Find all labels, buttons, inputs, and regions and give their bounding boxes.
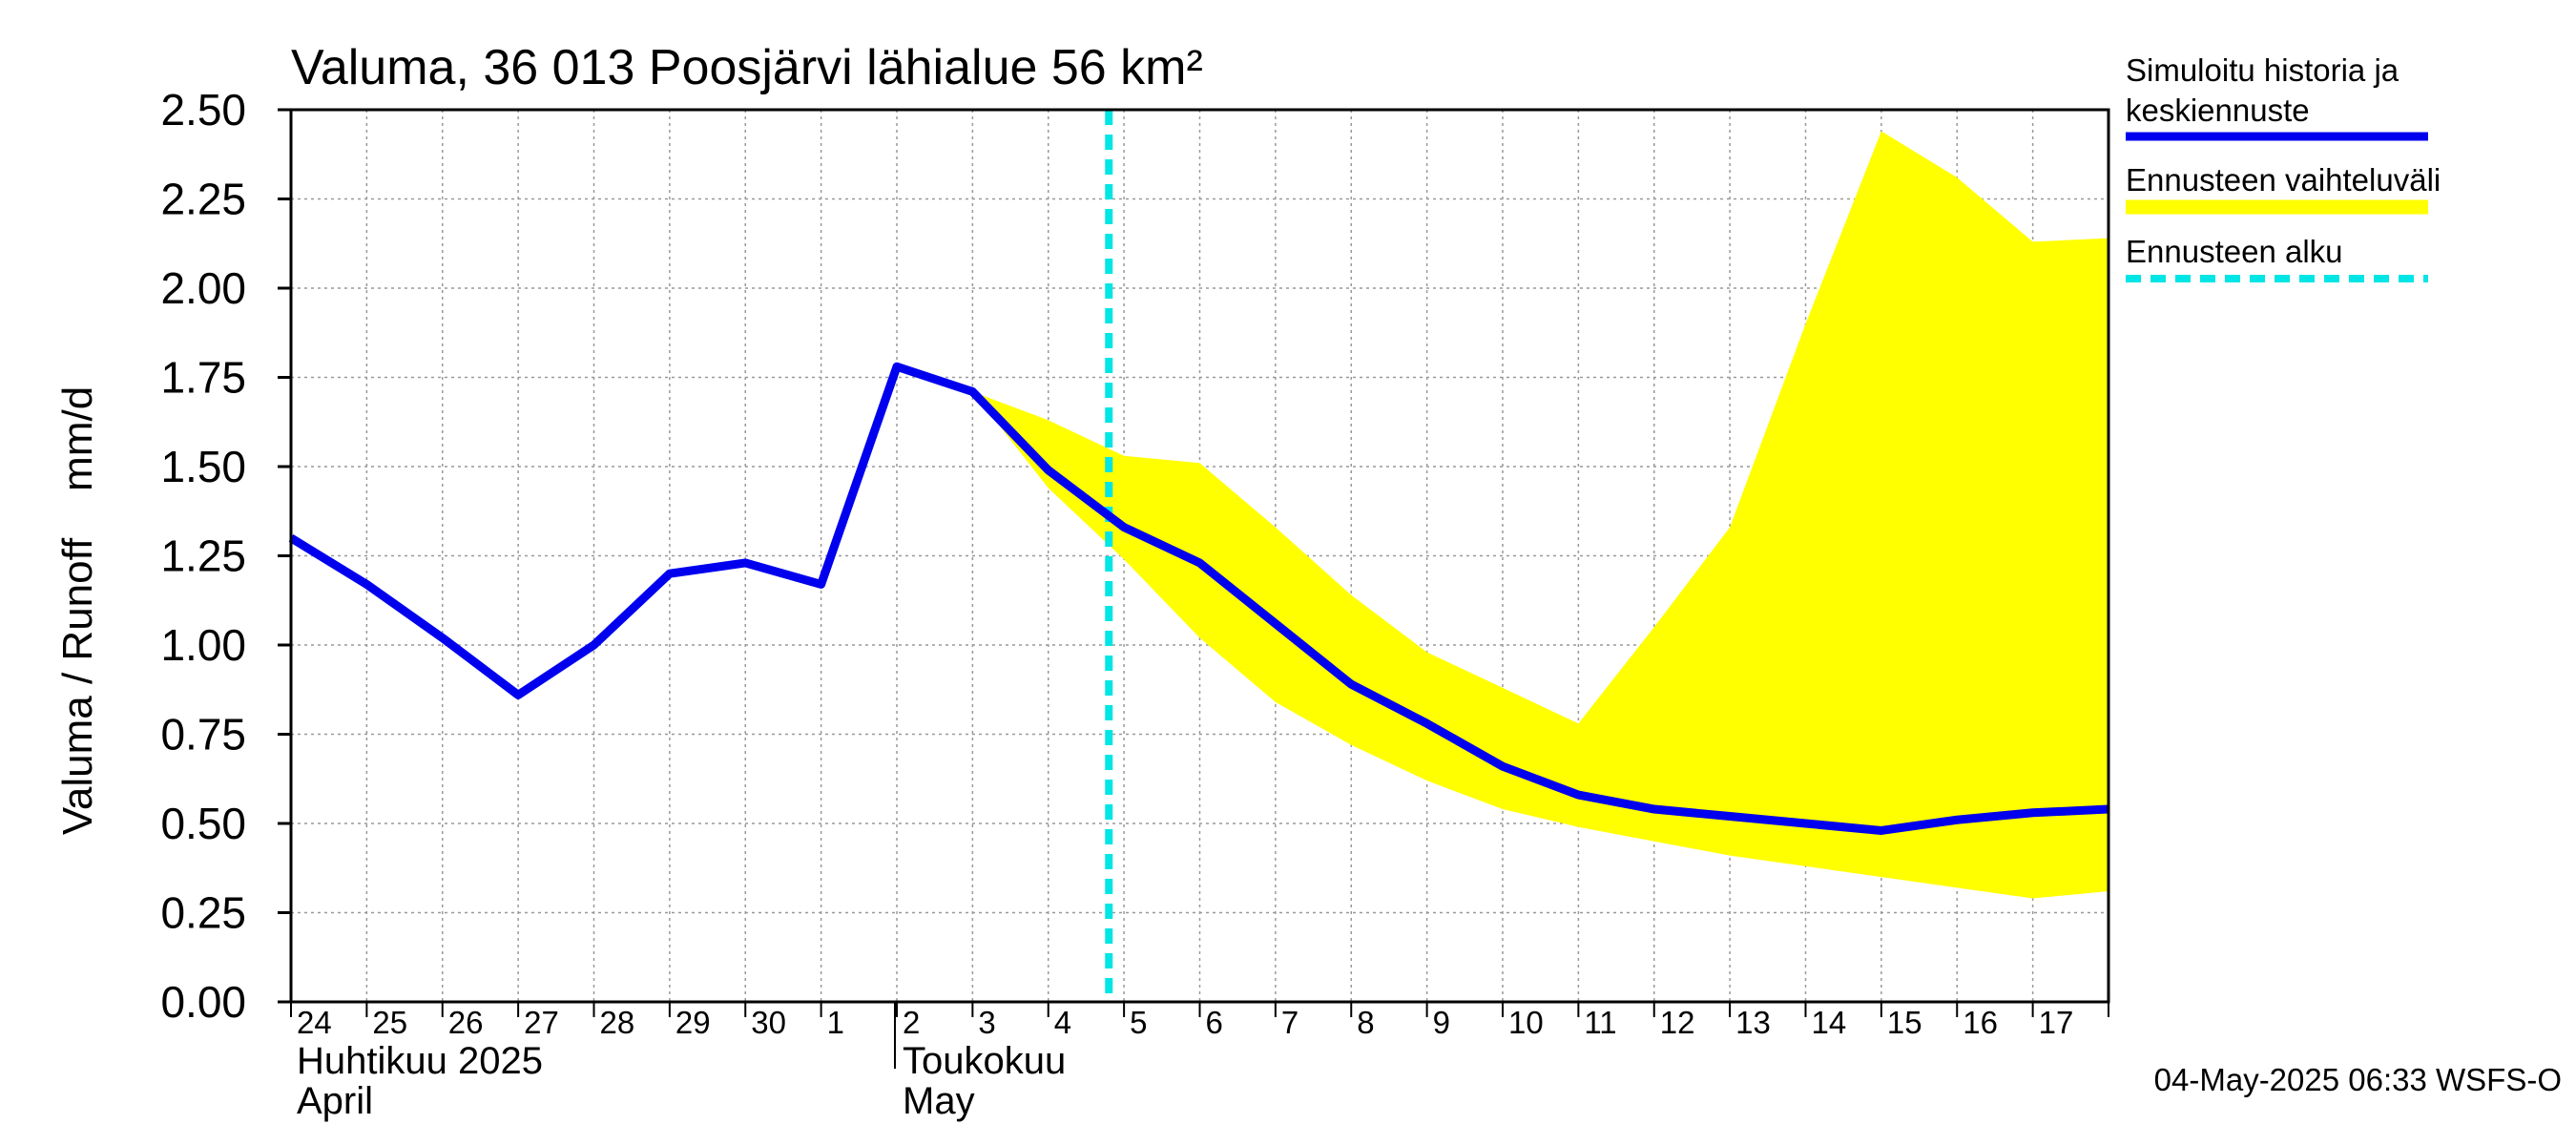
x-tick-label: 13	[1735, 1005, 1771, 1040]
y-tick-label: 0.75	[160, 710, 246, 760]
x-tick-label: 11	[1584, 1005, 1616, 1040]
x-tick-label: 29	[675, 1005, 711, 1040]
legend-band-label: Ennusteen vaihteluväli	[2126, 162, 2441, 198]
forecast-range-band	[972, 131, 2109, 899]
y-tick-label: 0.25	[160, 888, 246, 938]
x-tick-label: 17	[2039, 1005, 2074, 1040]
y-tick-label: 1.25	[160, 531, 246, 581]
x-tick-label: 30	[751, 1005, 786, 1040]
y-tick-label: 2.00	[160, 263, 246, 313]
y-tick-label: 0.00	[160, 977, 246, 1027]
x-tick-label: 26	[448, 1005, 484, 1040]
x-tick-label: 7	[1281, 1005, 1298, 1040]
timestamp-footer: 04-May-2025 06:33 WSFS-O	[2154, 1062, 2562, 1097]
x-tick-label: 6	[1206, 1005, 1223, 1040]
legend: Simuloitu historia ja keskiennuste Ennus…	[2126, 52, 2441, 282]
x-tick-label: 1	[827, 1005, 844, 1040]
y-tick-label: 2.25	[160, 175, 246, 224]
x-tick-label: 3	[978, 1005, 995, 1040]
x-tick-label: 24	[297, 1005, 332, 1040]
x-tick-label: 10	[1508, 1005, 1544, 1040]
x-tick-label: 28	[600, 1005, 635, 1040]
x-tick-label: 16	[1963, 1005, 1998, 1040]
month-label-en: April	[297, 1080, 373, 1122]
x-tick-label: 9	[1433, 1005, 1450, 1040]
chart-title: Valuma, 36 013 Poosjärvi lähialue 56 km²	[291, 40, 1203, 95]
forecast-range-band-layer	[972, 131, 2109, 899]
x-tick-label: 2	[903, 1005, 920, 1040]
y-axis-label: Valuma / Runoff mm/d	[54, 386, 101, 835]
x-tick-label: 5	[1130, 1005, 1147, 1040]
y-tick-label: 1.00	[160, 620, 246, 670]
x-tick-label: 12	[1660, 1005, 1695, 1040]
y-tick-label: 1.50	[160, 442, 246, 491]
x-tick-label: 25	[372, 1005, 407, 1040]
y-tick-label: 1.75	[160, 353, 246, 403]
y-tick-label: 0.50	[160, 799, 246, 848]
x-tick-label: 4	[1054, 1005, 1071, 1040]
legend-history-label-2: keskiennuste	[2126, 93, 2310, 128]
x-tick-label: 27	[524, 1005, 559, 1040]
month-label-en: May	[903, 1080, 975, 1122]
x-ticks: 24 25 26 27 28 29 30 1 2 3 4 5 6 7 8 9 10 11 12 13 14 15 16 17	[290, 1002, 2109, 1040]
legend-forecast-label: Ennusteen alku	[2126, 234, 2343, 269]
legend-history-label-1: Simuloitu historia ja	[2126, 52, 2399, 88]
y-ticks: 0.00 0.25 0.50 0.75 1.00 1.25 1.50 1.75 2.00 2.25…	[160, 85, 291, 1027]
y-tick-label: 2.50	[160, 85, 246, 135]
x-tick-label: 14	[1812, 1005, 1847, 1040]
month-label-fi: Toukokuu	[903, 1040, 1066, 1082]
x-tick-label: 8	[1357, 1005, 1374, 1040]
x-tick-label: 15	[1887, 1005, 1922, 1040]
month-label-fi: Huhtikuu 2025	[297, 1040, 543, 1082]
